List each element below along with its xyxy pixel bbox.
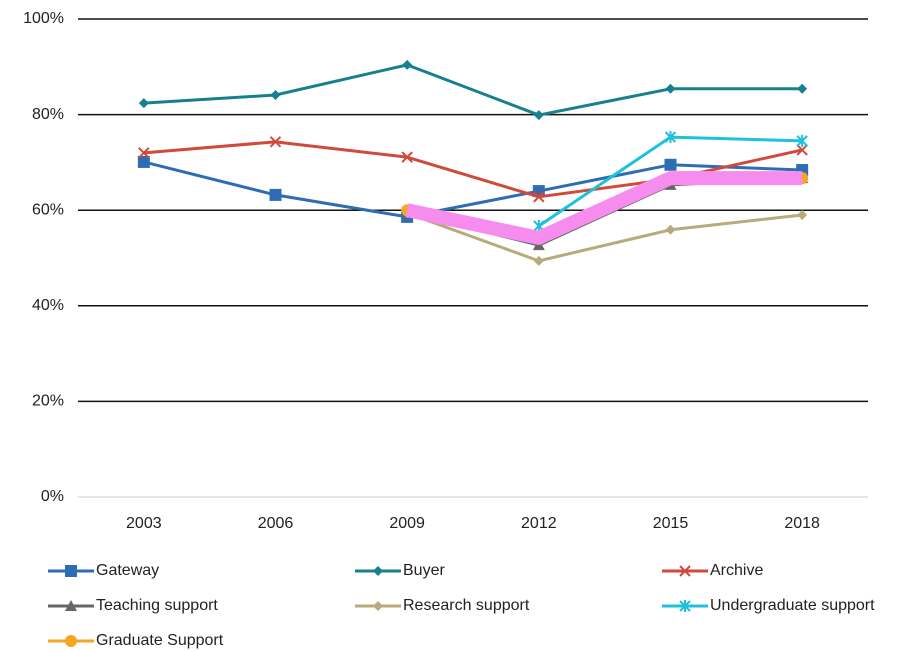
x-tick-label: 2015 bbox=[653, 515, 689, 532]
series-line bbox=[143, 160, 803, 219]
legend-label: Research support bbox=[403, 597, 530, 614]
marker bbox=[65, 565, 77, 577]
legend-label: Undergraduate support bbox=[710, 597, 875, 614]
marker bbox=[533, 110, 544, 121]
marker bbox=[665, 224, 676, 235]
marker bbox=[269, 188, 282, 201]
marker bbox=[665, 83, 676, 94]
legend-label: Buyer bbox=[403, 562, 445, 579]
marker bbox=[797, 209, 808, 220]
marker bbox=[796, 134, 808, 147]
marker bbox=[65, 635, 77, 647]
marker bbox=[679, 565, 691, 577]
highlight-line bbox=[405, 171, 803, 245]
marker bbox=[402, 59, 413, 70]
marker bbox=[269, 136, 282, 148]
legend-label: Archive bbox=[710, 562, 763, 579]
series-line bbox=[143, 140, 803, 199]
legend-label: Teaching support bbox=[96, 597, 218, 614]
marker bbox=[797, 83, 808, 94]
series-line bbox=[406, 211, 803, 263]
series-line bbox=[143, 63, 803, 117]
marker bbox=[664, 158, 677, 171]
marker bbox=[679, 600, 691, 612]
x-tick-label: 2012 bbox=[521, 515, 557, 532]
marker bbox=[664, 131, 677, 144]
marker bbox=[373, 601, 383, 611]
marker bbox=[401, 151, 413, 163]
x-tick-label: 2009 bbox=[389, 515, 425, 532]
marker bbox=[796, 144, 808, 156]
marker bbox=[270, 90, 281, 101]
marker bbox=[533, 191, 545, 203]
marker bbox=[137, 155, 150, 168]
x-tick-label: 2018 bbox=[784, 515, 820, 532]
y-tick-label: 100% bbox=[23, 10, 64, 27]
marker bbox=[65, 600, 77, 611]
x-tick-label: 2003 bbox=[126, 515, 162, 532]
legend-label: Gateway bbox=[96, 562, 159, 579]
marker bbox=[533, 255, 544, 266]
x-tick-label: 2006 bbox=[258, 515, 294, 532]
marker bbox=[138, 147, 150, 159]
y-tick-label: 20% bbox=[32, 393, 64, 410]
legend-label: Graduate Support bbox=[96, 632, 224, 649]
y-tick-label: 0% bbox=[41, 488, 64, 505]
y-tick-label: 80% bbox=[32, 106, 64, 123]
y-tick-label: 40% bbox=[32, 297, 64, 314]
y-tick-label: 60% bbox=[32, 201, 64, 218]
marker bbox=[138, 98, 149, 109]
marker bbox=[373, 566, 383, 576]
